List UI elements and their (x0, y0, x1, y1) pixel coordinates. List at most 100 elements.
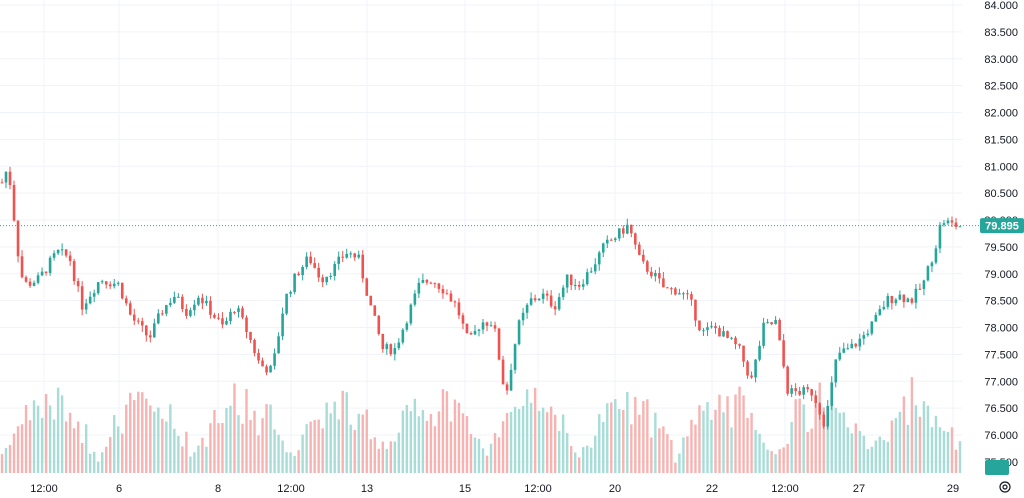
volume-bar (285, 452, 288, 473)
candle-body (762, 322, 765, 346)
volume-bar (926, 405, 930, 473)
candle-body (157, 313, 160, 324)
candle-body (169, 302, 172, 306)
volume-bar (281, 440, 284, 473)
candle-body (738, 344, 741, 346)
volume-bars (0, 377, 962, 473)
candle-body (718, 328, 721, 337)
candle-body (577, 284, 581, 287)
volume-bar (249, 419, 252, 473)
volume-bar (149, 405, 152, 473)
candle-body (778, 319, 781, 341)
volume-bar (381, 441, 384, 473)
candle-body (545, 293, 549, 296)
volume-bar (746, 417, 749, 473)
candle-body (938, 224, 942, 249)
candle-body (621, 228, 625, 234)
candle-body (237, 308, 240, 312)
volume-bar (181, 446, 184, 473)
volume-bar (525, 389, 529, 473)
candle-body (381, 333, 385, 350)
candle-body (698, 320, 701, 331)
candle-body (814, 395, 817, 404)
candle-body (958, 226, 962, 228)
volume-bar (830, 404, 833, 473)
candle-body (409, 304, 413, 324)
candle-body (421, 279, 425, 283)
candle-body (910, 298, 914, 303)
candle-body (161, 313, 164, 315)
volume-bar (814, 404, 817, 473)
candle-body (76, 281, 80, 287)
candle-body (589, 271, 593, 273)
volume-bar (289, 452, 292, 473)
x-tick-label: 15 (459, 483, 471, 495)
volume-bar (165, 421, 168, 473)
volume-bar (610, 402, 613, 473)
candle-body (120, 282, 124, 299)
gear-icon[interactable] (999, 481, 1011, 493)
candle-body (345, 253, 349, 258)
x-tick-label: 22 (706, 483, 718, 495)
candle-body (4, 171, 8, 183)
candle-body (189, 310, 192, 316)
x-tick-label: 6 (116, 483, 122, 495)
volume-bar (269, 404, 272, 473)
volume-bar (906, 424, 910, 473)
candle-body (68, 255, 72, 262)
candle-body (854, 343, 858, 347)
volume-bar (582, 447, 585, 473)
volume-bar (910, 377, 914, 473)
last-price-label: 79.895 (985, 221, 1019, 233)
volume-bar (64, 421, 68, 473)
volume-bar (586, 445, 589, 473)
volume-bar (505, 412, 509, 473)
volume-bar (674, 462, 677, 473)
candle-body (850, 343, 854, 349)
candle-body (517, 320, 521, 345)
candle-body (249, 331, 252, 340)
volume-bar (682, 437, 685, 473)
candle-body (786, 366, 789, 394)
time-axis[interactable]: 12:00 6 8 12:00 13 15 12:00 20 22 12:00 27 29 (30, 483, 959, 495)
candle-body (553, 306, 557, 310)
candle-body (413, 293, 417, 305)
candle-body (493, 325, 497, 329)
volume-bar (145, 398, 148, 473)
candle-body (914, 288, 918, 303)
candle-body (269, 365, 272, 373)
volume-bar (229, 405, 232, 473)
volume-bar (646, 399, 649, 473)
candle-body (281, 313, 284, 337)
volume-bar (121, 433, 124, 473)
volume-bar (397, 432, 401, 473)
y-tick-label: 82.500 (984, 81, 1018, 93)
y-tick-label: 81.500 (984, 134, 1018, 146)
candle-body (481, 322, 485, 330)
candle-body (846, 348, 850, 350)
price-axis[interactable]: 84.000 83.500 83.000 82.500 82.000 81.500 81.0… (984, 0, 1018, 469)
candle-body (253, 339, 256, 354)
volume-bar (569, 446, 573, 473)
volume-bar (618, 408, 621, 473)
volume-bar (8, 444, 12, 473)
volume-bar (433, 426, 437, 473)
candle-body (245, 317, 248, 332)
y-tick-label: 78.500 (984, 296, 1018, 308)
candle-body (209, 300, 212, 315)
candlestick-series[interactable] (0, 166, 962, 430)
volume-bar (726, 396, 729, 473)
volume-bar (794, 399, 797, 473)
volume-bar (513, 406, 517, 473)
candle-body (706, 327, 709, 331)
candle-body (934, 248, 938, 263)
candle-body (397, 342, 401, 349)
volume-bar (594, 435, 597, 473)
volume-bar (305, 424, 308, 473)
candle-body (36, 275, 40, 283)
y-tick-label: 77.000 (984, 376, 1018, 388)
candle-body (265, 366, 268, 373)
volume-bar (405, 405, 409, 473)
candle-body (670, 288, 673, 290)
